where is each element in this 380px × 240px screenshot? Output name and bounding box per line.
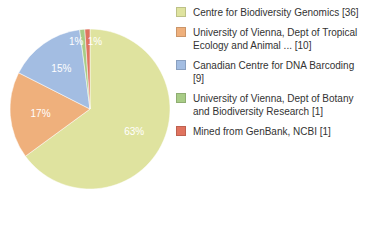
data-label: 1%: [69, 36, 84, 47]
legend-label: Centre for Biodiversity Genomics [36]: [193, 6, 368, 19]
data-labels: 63% 17% 15% 1% 1%: [31, 36, 145, 137]
legend-swatch: [176, 126, 186, 136]
legend-swatch: [176, 7, 186, 17]
legend-swatch: [176, 27, 186, 37]
legend-label: Mined from GenBank, NCBI [1]: [193, 125, 368, 138]
data-label: 1%: [88, 36, 103, 47]
legend-entry: Mined from GenBank, NCBI [1]: [176, 125, 376, 138]
legend-entry: University of Vienna, Dept of Botany and…: [176, 92, 376, 118]
legend-swatch: [176, 60, 186, 70]
pie-area: 63% 17% 15% 1% 1%: [0, 0, 176, 240]
legend-entry: University of Vienna, Dept of Tropical E…: [176, 26, 376, 52]
legend-swatch: [176, 93, 186, 103]
legend-label: Canadian Centre for DNA Barcoding [9]: [193, 59, 368, 85]
data-label: 15%: [51, 63, 71, 74]
slice: [19, 30, 90, 109]
slices: [10, 29, 170, 189]
legend-entry: Centre for Biodiversity Genomics [36]: [176, 6, 376, 19]
legend-label: University of Vienna, Dept of Botany and…: [193, 92, 368, 118]
legend: Centre for Biodiversity Genomics [36] Uni…: [176, 6, 376, 145]
legend-label: University of Vienna, Dept of Tropical E…: [193, 26, 368, 52]
legend-entry: Canadian Centre for DNA Barcoding [9]: [176, 59, 376, 85]
data-label: 63%: [124, 126, 144, 137]
data-label: 17%: [31, 108, 51, 119]
